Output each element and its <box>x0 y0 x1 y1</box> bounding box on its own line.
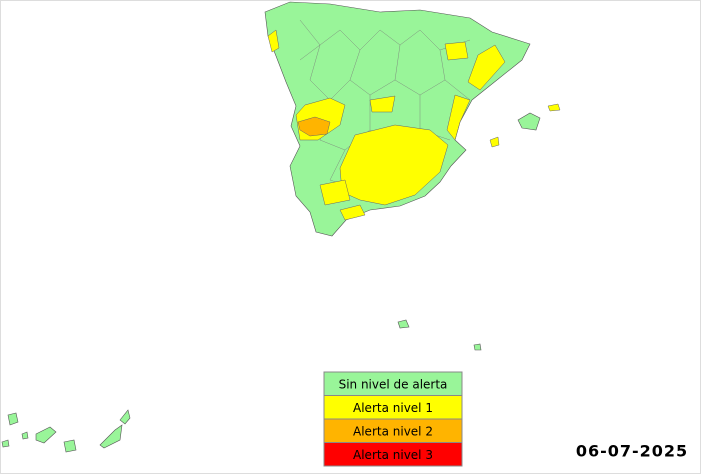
legend-label: Alerta nivel 2 <box>353 424 433 438</box>
legend-label: Alerta nivel 1 <box>353 401 433 415</box>
canary-islands <box>1 409 131 453</box>
island <box>63 439 77 453</box>
alert-zone <box>319 179 351 206</box>
island <box>547 103 561 112</box>
island <box>7 412 19 426</box>
alert-zone <box>369 95 396 113</box>
alert-zone <box>467 44 506 91</box>
legend-swatch <box>323 442 463 467</box>
alert-zone <box>297 116 331 137</box>
island <box>489 136 500 148</box>
alert-zone <box>446 94 471 141</box>
ceuta <box>397 319 410 329</box>
date: 06-07-2025 <box>576 442 688 461</box>
alert-zone <box>339 204 366 221</box>
island <box>119 409 131 425</box>
balearic-islands <box>489 103 561 148</box>
legend-label: Sin nivel de alerta <box>339 377 448 391</box>
island <box>21 431 29 440</box>
alert-zone <box>444 41 469 61</box>
island <box>99 424 123 449</box>
island <box>1 439 10 448</box>
island <box>35 426 57 444</box>
mainland <box>264 1 531 237</box>
legend: Sin nivel de alerta Alerta nivel 1 Alerta … <box>323 371 463 467</box>
alert-zone <box>267 29 280 53</box>
melilla <box>473 343 482 351</box>
island <box>517 112 541 131</box>
legend-label: Alerta nivel 3 <box>353 448 433 462</box>
